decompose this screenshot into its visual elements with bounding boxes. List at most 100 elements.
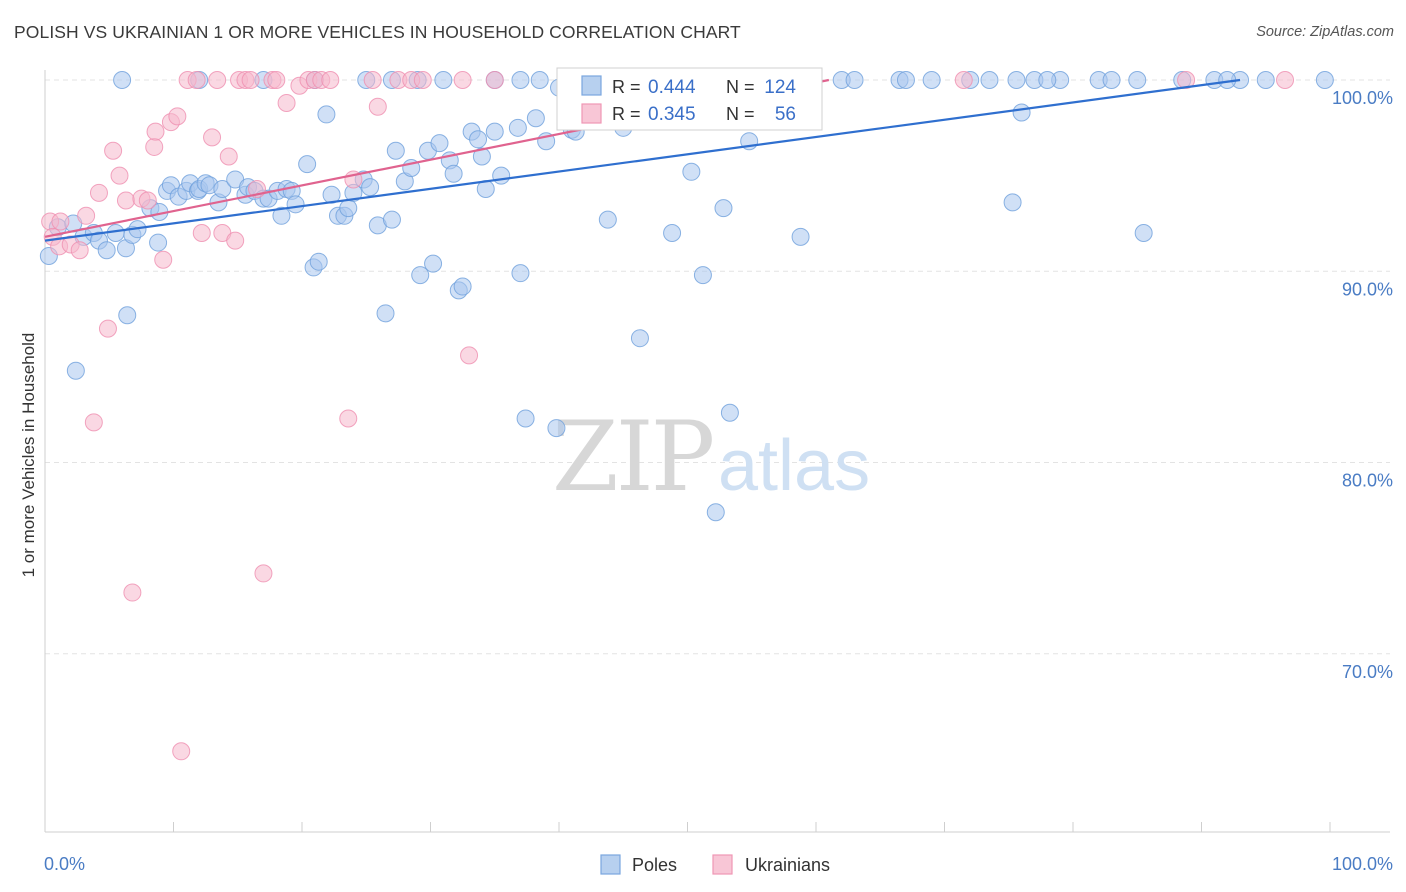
ukrainians-point xyxy=(146,122,165,141)
ukrainians-point xyxy=(241,71,260,89)
x-tick-label-max: 100.0% xyxy=(1332,854,1393,874)
poles-point xyxy=(598,210,617,229)
poles-point xyxy=(714,199,733,218)
y-tick-label-100: 100.0% xyxy=(1332,88,1393,108)
source-credit: Source: ZipAtlas.com xyxy=(1256,24,1394,40)
ukrainians-point xyxy=(219,147,238,166)
poles-point xyxy=(526,109,545,128)
gridlines xyxy=(45,79,1390,655)
ukrainians-point xyxy=(110,166,129,185)
poles-point xyxy=(980,71,999,89)
poles-point xyxy=(1128,71,1147,89)
poles-point xyxy=(682,162,701,181)
y-tick-label-90: 90.0% xyxy=(1342,279,1393,299)
poles-point xyxy=(472,147,491,166)
ukrainians-point xyxy=(116,191,135,210)
chart-title: POLISH VS UKRAINIAN 1 OR MORE VEHICLES I… xyxy=(14,22,741,42)
ukrainians-point xyxy=(413,71,432,89)
ukrainians-point xyxy=(51,212,70,231)
ukrainians-point xyxy=(208,71,227,89)
poles-point xyxy=(66,361,85,380)
poles-point xyxy=(547,419,566,438)
ukrainians-point xyxy=(954,71,973,89)
poles-point xyxy=(430,134,449,153)
poles-point xyxy=(1134,224,1153,242)
poles-point xyxy=(1256,71,1275,89)
poles-point xyxy=(286,195,305,214)
legend: Poles Ukrainians xyxy=(600,854,830,875)
ukrainians-point xyxy=(187,71,206,89)
poles-point xyxy=(485,122,504,141)
watermark-atlas: atlas xyxy=(718,426,870,506)
ukrainians-point xyxy=(123,583,142,602)
poles-point xyxy=(444,164,463,183)
poles-point xyxy=(361,178,380,197)
poles-point xyxy=(411,266,430,285)
ukrainians-point xyxy=(168,107,187,126)
ukrainians-point xyxy=(1276,71,1295,89)
ukrainians-point xyxy=(339,409,358,428)
poles-point xyxy=(1038,71,1057,89)
ukrainians-point xyxy=(267,71,286,89)
poles-point xyxy=(511,71,530,89)
poles-point xyxy=(1003,193,1022,212)
poles-point xyxy=(1315,71,1334,89)
ukrainians-point xyxy=(145,137,164,156)
poles-point xyxy=(1007,71,1026,89)
stats-ukr-r-value: 0.345 xyxy=(648,104,696,125)
ukrainians-point xyxy=(453,71,472,89)
poles-point xyxy=(376,304,395,323)
x-axis-ticks xyxy=(44,822,1331,832)
stats-poles-n-value: 124 xyxy=(764,77,796,98)
poles-point xyxy=(309,252,328,271)
poles-point xyxy=(530,71,549,89)
poles-point xyxy=(322,185,341,204)
stats-poles-n-label: N = xyxy=(726,77,755,97)
poles-point xyxy=(434,71,453,89)
poles-point xyxy=(922,71,941,89)
ukrainians-point xyxy=(77,206,96,225)
poles-point xyxy=(118,306,137,325)
stats-ukr-r-label: R = xyxy=(612,104,641,124)
poles-point xyxy=(339,199,358,218)
ukrainians-point xyxy=(70,241,89,260)
stats-ukr-swatch xyxy=(581,103,602,124)
ukrainians-point xyxy=(277,93,296,112)
poles-point xyxy=(1102,71,1121,89)
poles-trend-line xyxy=(44,78,1241,242)
legend-poles-label: Poles xyxy=(632,855,677,875)
ukrainians-point xyxy=(89,183,108,202)
poles-point xyxy=(317,105,336,124)
y-axis-title: 1 or more Vehicles in Household xyxy=(19,333,38,578)
poles-point xyxy=(663,224,682,242)
poles-point xyxy=(424,254,443,273)
ukrainians-point xyxy=(363,71,382,89)
stats-box: R = 0.444 N = 124 R = 0.345 N = 56 xyxy=(556,67,823,131)
ukrainians-point xyxy=(104,141,123,160)
stats-poles-swatch xyxy=(581,75,602,96)
y-tick-label-70: 70.0% xyxy=(1342,662,1393,682)
ukrainians-point xyxy=(321,71,340,89)
stats-poles-r-label: R = xyxy=(612,77,641,97)
y-tick-label-80: 80.0% xyxy=(1342,471,1393,491)
watermark-zip: ZIP xyxy=(552,401,713,513)
ukrainians-point xyxy=(203,128,222,147)
poles-point xyxy=(508,118,527,137)
poles-point xyxy=(516,409,535,428)
poles-point xyxy=(1012,103,1031,122)
poles-point xyxy=(720,403,739,422)
poles-point xyxy=(469,130,488,149)
ukrainians-point xyxy=(154,250,173,269)
y-axis-tick-labels: 70.0% 80.0% 90.0% 100.0% xyxy=(1332,88,1393,682)
ukrainians-point xyxy=(485,71,504,89)
ukrainians-point xyxy=(226,231,245,250)
series-ukrainians xyxy=(41,71,1295,761)
legend-ukrainians-swatch xyxy=(712,854,733,875)
poles-point xyxy=(272,206,291,225)
poles-point xyxy=(693,266,712,285)
legend-poles-swatch xyxy=(600,854,621,875)
poles-point xyxy=(453,277,472,296)
poles-point xyxy=(149,233,168,252)
poles-point xyxy=(298,155,317,174)
